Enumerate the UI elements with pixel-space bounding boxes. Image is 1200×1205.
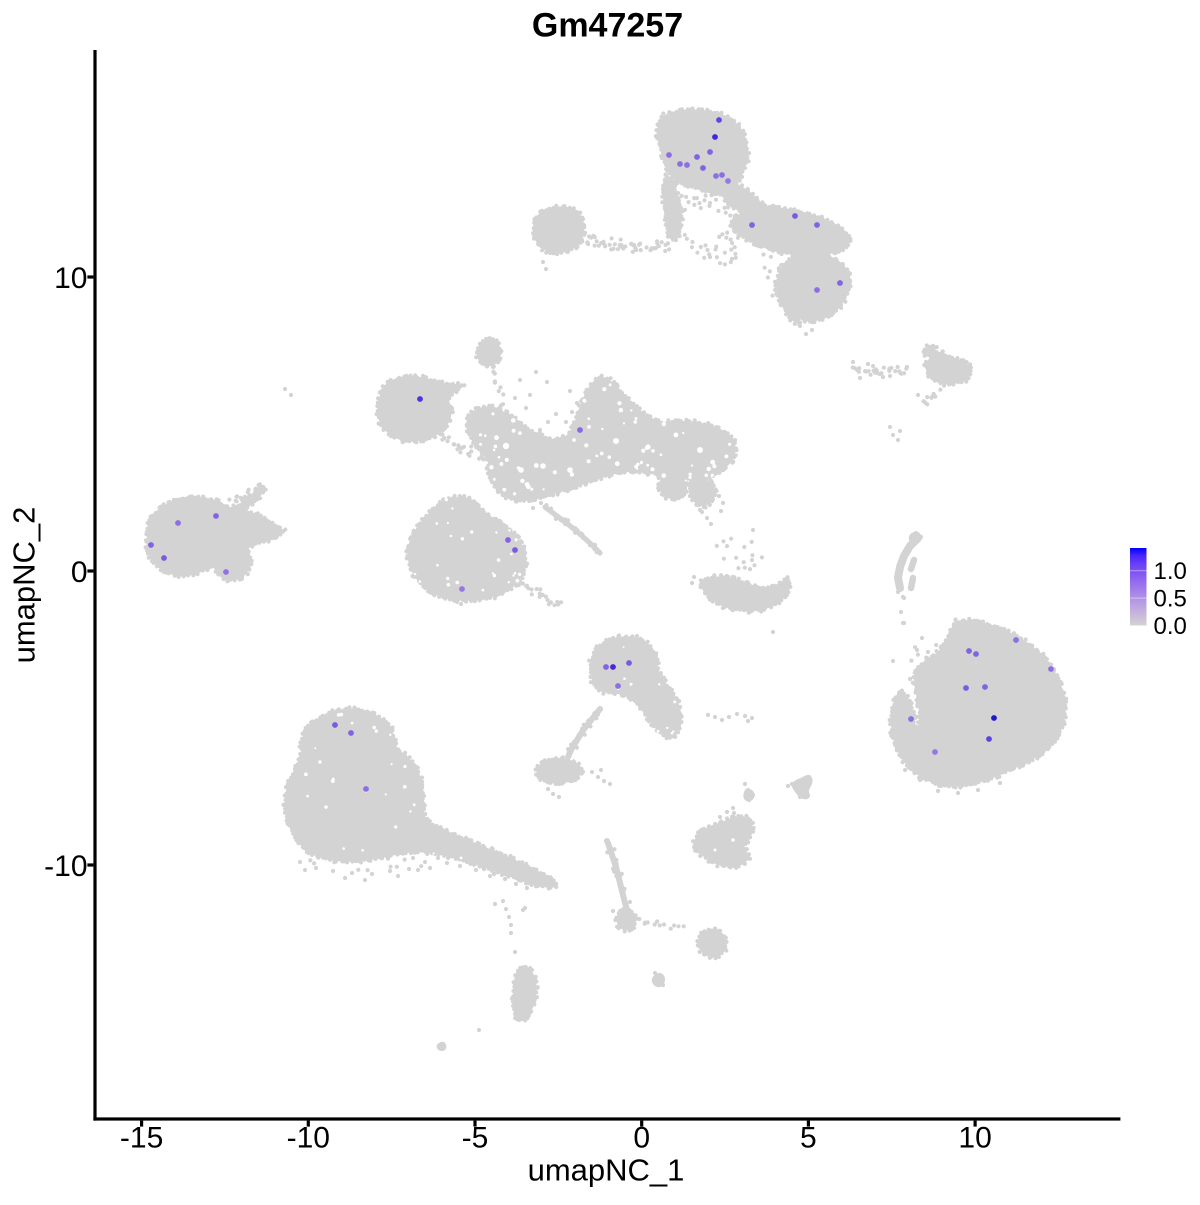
svg-text:0: 0 — [633, 1122, 650, 1155]
svg-text:umapNC_1: umapNC_1 — [528, 1153, 685, 1188]
svg-text:5: 5 — [800, 1122, 817, 1155]
svg-text:10: 10 — [958, 1122, 991, 1155]
svg-text:-5: -5 — [462, 1122, 489, 1155]
svg-text:0.0: 0.0 — [1154, 613, 1187, 640]
svg-text:umapNC_2: umapNC_2 — [7, 507, 42, 664]
svg-text:10: 10 — [54, 262, 87, 295]
svg-text:0: 0 — [71, 556, 88, 589]
svg-text:-10: -10 — [287, 1122, 330, 1155]
svg-text:-10: -10 — [44, 850, 87, 883]
svg-text:Gm47257: Gm47257 — [532, 7, 683, 45]
svg-text:1.0: 1.0 — [1154, 558, 1187, 585]
svg-text:-15: -15 — [120, 1122, 163, 1155]
svg-text:0.5: 0.5 — [1154, 586, 1187, 613]
